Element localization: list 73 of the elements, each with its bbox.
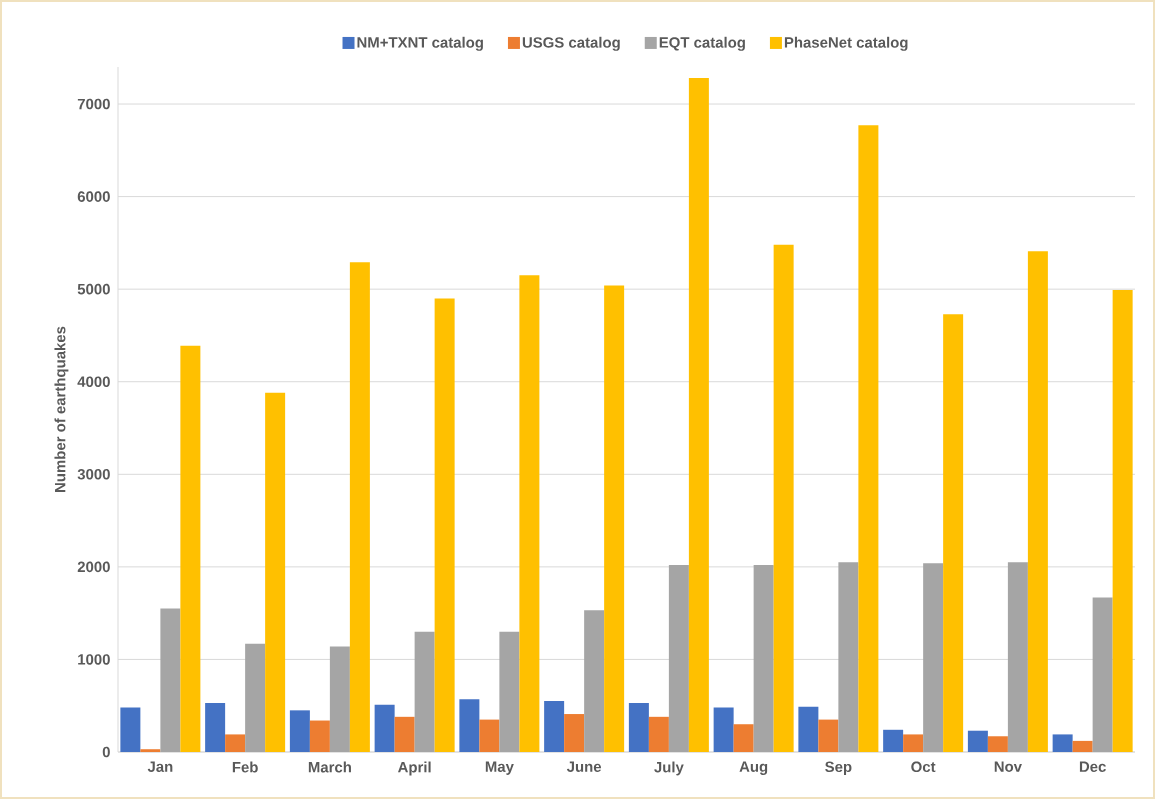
legend-label: NM+TXNT catalog bbox=[357, 36, 483, 51]
bar bbox=[1072, 740, 1093, 752]
y-tick-label: 6000 bbox=[77, 191, 110, 202]
legend-label: EQT catalog bbox=[659, 36, 745, 51]
bar bbox=[838, 562, 859, 752]
bar bbox=[688, 78, 709, 752]
bar bbox=[544, 701, 565, 752]
bar bbox=[987, 736, 1008, 752]
bar bbox=[923, 563, 944, 752]
bar bbox=[499, 631, 520, 752]
bar bbox=[564, 714, 585, 752]
x-tick-label: June bbox=[566, 761, 602, 772]
bar bbox=[604, 285, 625, 752]
x-tick-label: Sep bbox=[825, 761, 852, 776]
bar bbox=[733, 724, 754, 752]
bar bbox=[648, 716, 669, 752]
bar bbox=[1112, 290, 1133, 752]
bar bbox=[773, 244, 794, 752]
bar bbox=[245, 643, 266, 752]
bar bbox=[1092, 597, 1113, 752]
bar bbox=[394, 716, 415, 752]
y-tick-label: 5000 bbox=[77, 283, 110, 295]
bar bbox=[818, 719, 839, 752]
y-tick-label: 0 bbox=[102, 746, 110, 758]
bar bbox=[434, 298, 455, 752]
legend-label: USGS catalog bbox=[522, 36, 620, 51]
x-tick-label: April bbox=[397, 761, 431, 776]
x-tick-label: July bbox=[654, 761, 684, 776]
bar bbox=[519, 275, 540, 752]
x-tick-label: Dec bbox=[1079, 761, 1106, 772]
x-tick-label: Feb bbox=[232, 761, 258, 773]
bar bbox=[205, 702, 226, 752]
y-tick-label: 3000 bbox=[77, 468, 110, 480]
bar bbox=[584, 610, 605, 752]
bar bbox=[459, 699, 480, 752]
bar bbox=[349, 262, 370, 752]
bar bbox=[943, 314, 964, 752]
bar bbox=[903, 734, 924, 752]
legend-label: PhaseNet catalog bbox=[784, 36, 908, 51]
bar bbox=[858, 125, 879, 752]
x-tick-label: Aug bbox=[739, 761, 768, 775]
bar bbox=[798, 706, 819, 752]
x-tick-label: Jan bbox=[147, 761, 173, 772]
bar bbox=[329, 646, 350, 752]
x-tick-label: Oct bbox=[911, 761, 936, 773]
bar bbox=[265, 392, 286, 752]
y-axis-title: Number of earthquakes bbox=[54, 326, 69, 492]
x-tick-label: Nov bbox=[994, 761, 1022, 772]
x-tick-label: March bbox=[308, 761, 351, 773]
bar bbox=[713, 707, 734, 752]
bar bbox=[479, 719, 500, 752]
bar bbox=[668, 565, 689, 752]
bar bbox=[1052, 734, 1073, 752]
x-tick-label: May bbox=[485, 761, 514, 775]
bar bbox=[967, 730, 988, 752]
bar bbox=[180, 345, 201, 752]
bar bbox=[225, 734, 246, 752]
bar bbox=[628, 702, 649, 752]
bar bbox=[160, 608, 181, 752]
y-tick-label: 2000 bbox=[77, 561, 110, 573]
bar bbox=[1027, 251, 1048, 752]
bar bbox=[374, 704, 395, 752]
bar bbox=[753, 565, 774, 752]
bar bbox=[414, 631, 435, 752]
bar bbox=[883, 729, 904, 752]
y-tick-label: 4000 bbox=[77, 376, 110, 388]
bar bbox=[120, 707, 141, 752]
bar bbox=[1007, 562, 1028, 752]
bar bbox=[309, 720, 330, 752]
bar bbox=[289, 710, 310, 752]
y-tick-label: 1000 bbox=[78, 654, 110, 665]
y-tick-label: 7000 bbox=[77, 98, 110, 110]
bar bbox=[140, 749, 161, 752]
